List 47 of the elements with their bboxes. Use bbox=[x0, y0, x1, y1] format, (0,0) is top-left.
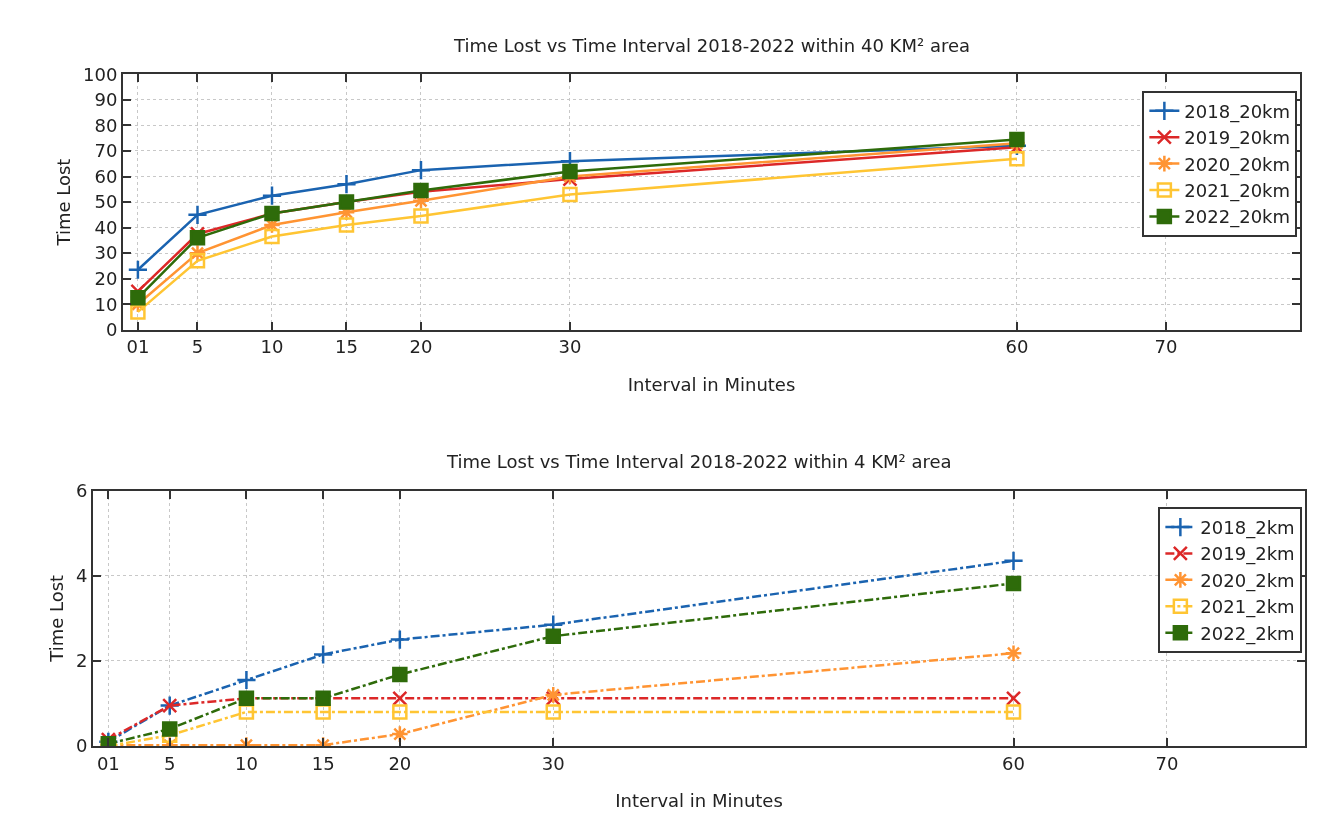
x-tick-label: 01 bbox=[96, 752, 120, 774]
legend-label: 2022_2km bbox=[1200, 622, 1295, 645]
x-tick-label: 30 bbox=[541, 752, 565, 774]
y-tick-label: 0 bbox=[105, 319, 118, 341]
legend-label: 2021_2km bbox=[1200, 596, 1295, 619]
legend-label: 2020_20km bbox=[1184, 153, 1291, 176]
legend-label: 2020_2km bbox=[1200, 569, 1295, 592]
y-tick-label: 50 bbox=[94, 191, 118, 213]
y-tick-label: 60 bbox=[94, 165, 118, 187]
x-tick-label: 01 bbox=[126, 336, 150, 358]
y-tick-label: 40 bbox=[94, 216, 118, 238]
y-tick-label: 0 bbox=[75, 735, 88, 757]
y-tick-label: 90 bbox=[94, 89, 118, 111]
y-tick-label: 80 bbox=[94, 114, 118, 136]
legend-label: 2019_2km bbox=[1200, 543, 1295, 566]
x-tick-label: 70 bbox=[1154, 336, 1178, 358]
x-tick-label: 70 bbox=[1155, 752, 1179, 774]
y-tick-label: 70 bbox=[94, 140, 118, 162]
legend-label: 2018_20km bbox=[1184, 100, 1291, 123]
y-axis-title: Time Lost bbox=[52, 158, 74, 247]
y-tick-label: 10 bbox=[94, 293, 118, 315]
legend-label: 2019_20km bbox=[1184, 127, 1291, 150]
y-tick-label: 4 bbox=[75, 565, 88, 587]
x-tick-label: 15 bbox=[311, 752, 335, 774]
y-tick-label: 2 bbox=[75, 650, 88, 672]
x-axis-title: Interval in Minutes bbox=[615, 790, 783, 812]
x-axis-title: Interval in Minutes bbox=[627, 373, 796, 395]
x-tick-label: 20 bbox=[388, 752, 412, 774]
y-tick-label: 6 bbox=[75, 479, 88, 501]
legend-label: 2022_20km bbox=[1184, 206, 1291, 229]
x-tick-label: 10 bbox=[260, 336, 284, 358]
chart-title: Time Lost vs Time Interval 2018-2022 within 4 KM² area bbox=[446, 451, 952, 472]
legend-label: 2021_20km bbox=[1184, 180, 1291, 203]
x-tick-label: 5 bbox=[163, 752, 176, 774]
y-tick-label: 20 bbox=[94, 267, 118, 289]
chart-title: Time Lost vs Time Interval 2018-2022 within 40 KM² area bbox=[453, 35, 971, 56]
x-tick-label: 30 bbox=[558, 336, 582, 358]
x-tick-label: 20 bbox=[409, 336, 433, 358]
x-tick-label: 15 bbox=[335, 336, 358, 358]
y-tick-label: 30 bbox=[94, 242, 118, 264]
x-tick-label: 60 bbox=[1002, 752, 1025, 774]
y-axis-title: Time Lost bbox=[45, 574, 67, 663]
x-tick-label: 60 bbox=[1005, 336, 1029, 358]
x-tick-label: 5 bbox=[191, 336, 204, 358]
legend-label: 2018_2km bbox=[1200, 517, 1295, 540]
y-tick-label: 100 bbox=[83, 63, 118, 85]
x-tick-label: 10 bbox=[234, 752, 258, 774]
